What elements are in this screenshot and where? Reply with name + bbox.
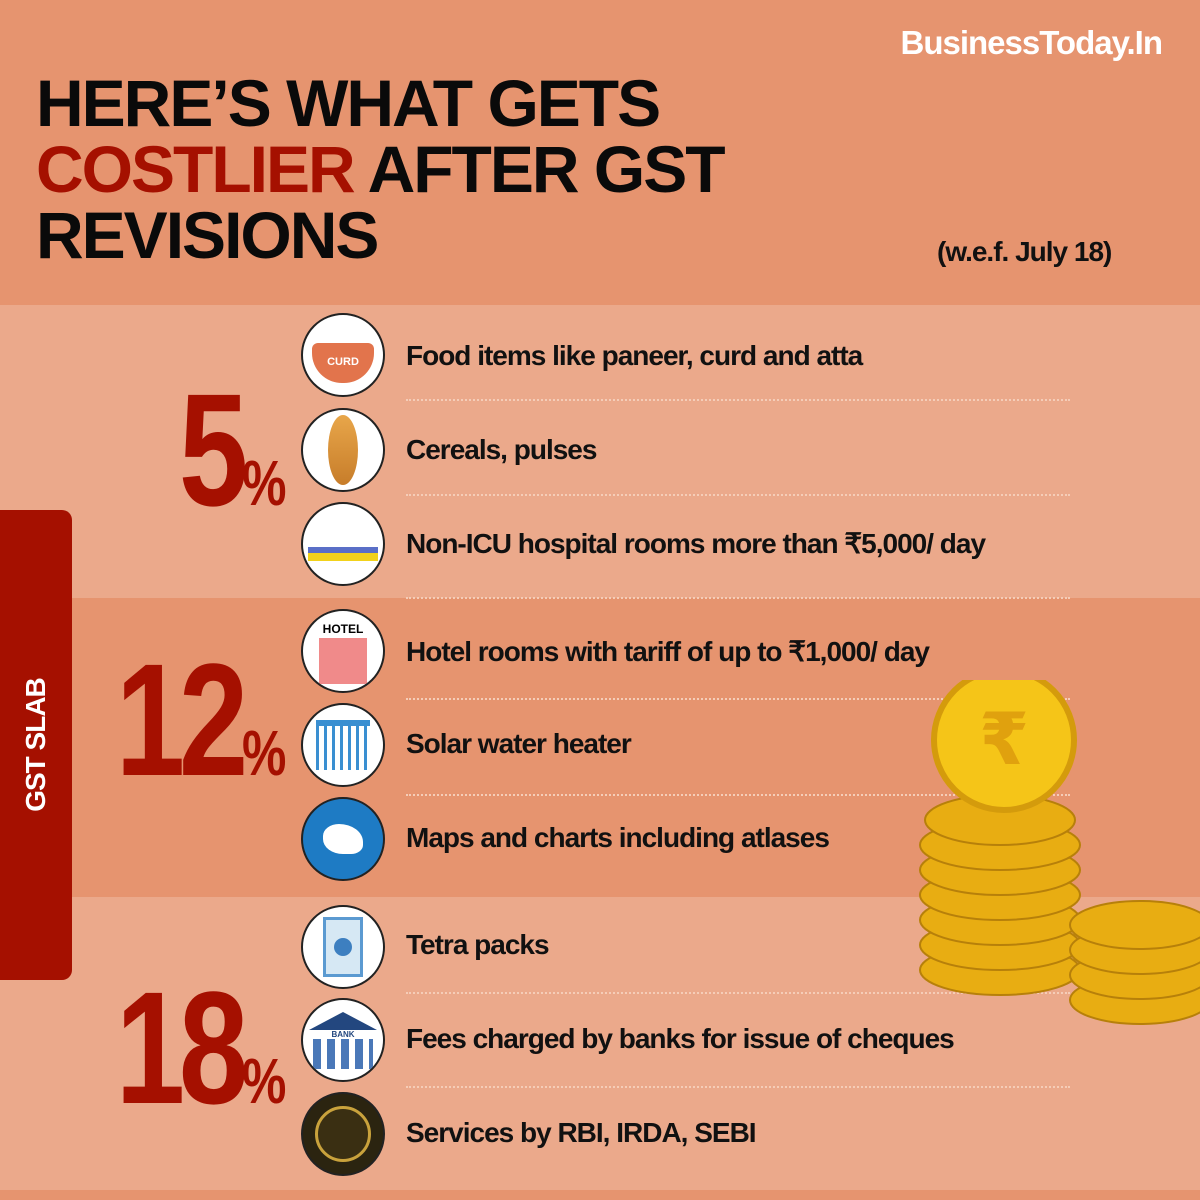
- rate-5: 5%: [179, 370, 287, 530]
- rate-number: 12: [115, 630, 249, 809]
- bank-icon: BANK: [301, 998, 385, 1082]
- title-line-1: HERE’S WHAT GETS: [36, 66, 661, 140]
- solar-heater-icon: [301, 703, 385, 787]
- curd-label: CURD: [312, 343, 374, 383]
- effective-date: (w.e.f. July 18): [937, 236, 1112, 267]
- divider: [406, 698, 1070, 700]
- rupee-coins-illustration: ₹: [919, 680, 1200, 1025]
- title-highlight: COSTLIER: [36, 132, 356, 206]
- divider: [406, 399, 1070, 401]
- tetra-pack-icon: [301, 905, 385, 989]
- hospital-bed-icon: [301, 502, 385, 586]
- list-item: Solar water heater: [406, 728, 632, 759]
- page-title: HERE’S WHAT GETS COSTLIER AFTER GST REVI…: [36, 66, 726, 272]
- hotel-label: HOTEL: [322, 622, 364, 636]
- rate-number: 18: [115, 958, 249, 1137]
- list-item: Tetra packs: [406, 929, 550, 960]
- list-item: Maps and charts including atlases: [406, 822, 830, 853]
- title-line-2: COSTLIER AFTER GST: [36, 136, 726, 202]
- divider: [406, 992, 1070, 994]
- rate-18: 18%: [116, 968, 287, 1128]
- title-line-2-rest: AFTER GST: [353, 132, 726, 206]
- list-item: Fees charged by banks for issue of chequ…: [406, 1023, 955, 1054]
- title-line-3: REVISIONS: [36, 198, 379, 272]
- divider: [406, 494, 1070, 496]
- slab-5-band: [0, 305, 1200, 598]
- rbi-seal-icon: [301, 1092, 385, 1176]
- gst-slab-text: GST SLAB: [20, 678, 51, 812]
- list-item: Non-ICU hospital rooms more than ₹5,000/…: [406, 528, 986, 559]
- globe-icon: [301, 797, 385, 881]
- gst-slab-label: GST SLAB: [0, 510, 72, 980]
- divider: [406, 1086, 1070, 1088]
- hotel-icon: HOTEL: [301, 609, 385, 693]
- list-item: Hotel rooms with tariff of up to ₹1,000/…: [406, 636, 930, 667]
- brand-logo: BusinessToday.In: [900, 24, 1163, 61]
- list-item: Services by RBI, IRDA, SEBI: [406, 1117, 757, 1148]
- rate-unit: %: [242, 447, 286, 519]
- divider: [406, 794, 1070, 796]
- wheat-icon: [301, 408, 385, 492]
- rate-unit: %: [242, 1045, 286, 1117]
- rate-12: 12%: [116, 640, 287, 800]
- curd-bowl-icon: CURD: [301, 313, 385, 397]
- rate-number: 5: [179, 360, 248, 539]
- svg-text:₹: ₹: [979, 697, 1029, 781]
- bottom-stripe: [0, 1190, 1200, 1200]
- divider: [406, 597, 1070, 599]
- header: BusinessToday.In HERE’S WHAT GETS COSTLI…: [0, 0, 1200, 305]
- bank-label: BANK: [331, 1029, 355, 1039]
- list-item: Cereals, pulses: [406, 434, 597, 465]
- list-item: Food items like paneer, curd and atta: [406, 340, 863, 371]
- rate-unit: %: [242, 717, 286, 789]
